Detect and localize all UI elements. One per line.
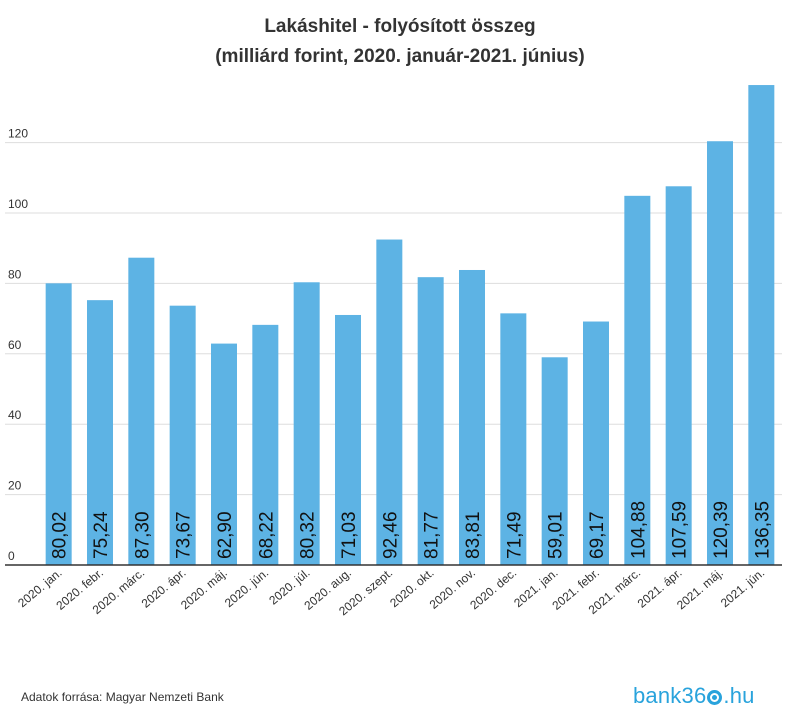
bar: [169, 305, 196, 565]
bar-value-label: 107,59: [670, 501, 691, 559]
y-tick-label: 100: [8, 197, 28, 211]
bar-value-label: 120,39: [711, 501, 732, 559]
bar-value-label: 136,35: [752, 501, 773, 559]
bar-value-label: 69,17: [587, 511, 608, 559]
bar-value-label: 68,22: [256, 511, 277, 559]
bar: [335, 314, 361, 565]
bar-value-label: 80,32: [298, 511, 319, 559]
y-tick-label: 40: [8, 408, 22, 422]
bar: [417, 277, 444, 565]
bar: [459, 269, 485, 565]
bar-value-label: 87,30: [132, 511, 153, 559]
x-tick-label: 2020. dec.: [467, 566, 519, 613]
x-tick-label: 2021. máj.: [674, 566, 726, 613]
bar: [500, 313, 527, 565]
bar-value-label: 92,46: [380, 511, 401, 559]
bar-value-label: 71,49: [504, 511, 525, 559]
x-tick-label: 2020. jún.: [222, 566, 271, 611]
bar-value-label: 83,81: [463, 511, 484, 559]
bar: [583, 321, 609, 565]
bar-value-label: 104,88: [628, 501, 649, 559]
x-tick-label: 2020. máj.: [178, 566, 230, 613]
bar: [293, 282, 320, 565]
bar: [707, 141, 733, 565]
y-tick-label: 80: [8, 267, 22, 281]
source-note: Adatok forrása: Magyar Nemzeti Bank: [21, 690, 224, 704]
bar-value-label: 80,02: [50, 511, 71, 559]
chart-title-line2: (milliárd forint, 2020. január-2021. jún…: [215, 46, 585, 67]
y-tick-label: 60: [8, 338, 22, 352]
y-tick-label: 120: [8, 127, 28, 141]
bar: [45, 283, 72, 565]
logo-text-end: .hu: [723, 683, 755, 708]
y-tick-label: 0: [8, 549, 15, 563]
bar-value-label: 62,90: [215, 511, 236, 559]
bar: [211, 343, 237, 565]
bar: [748, 85, 775, 565]
bar-value-label: 73,67: [174, 511, 195, 559]
bar-value-label: 59,01: [546, 511, 567, 559]
logo-text-start: bank36: [633, 683, 707, 708]
bar: [541, 357, 568, 565]
bank360-logo: bank36 .hu: [633, 683, 755, 709]
chart-title-line1: Lakáshitel - folyósított összeg: [264, 16, 536, 37]
bar: [665, 186, 692, 565]
bar: [376, 239, 403, 565]
bar-value-label: 81,77: [422, 511, 443, 559]
bar: [252, 324, 279, 565]
y-tick-label: 20: [8, 479, 22, 493]
logo-zero-icon: [707, 690, 723, 705]
bar: [624, 195, 651, 566]
bar: [87, 300, 113, 565]
x-tick-label: 2021. jún.: [718, 566, 767, 611]
bar-value-label: 71,03: [339, 511, 360, 559]
bar-value-label: 75,24: [91, 511, 112, 559]
chart-title: Lakáshitel - folyósított összeg (milliár…: [0, 12, 800, 72]
bar: [128, 257, 155, 565]
